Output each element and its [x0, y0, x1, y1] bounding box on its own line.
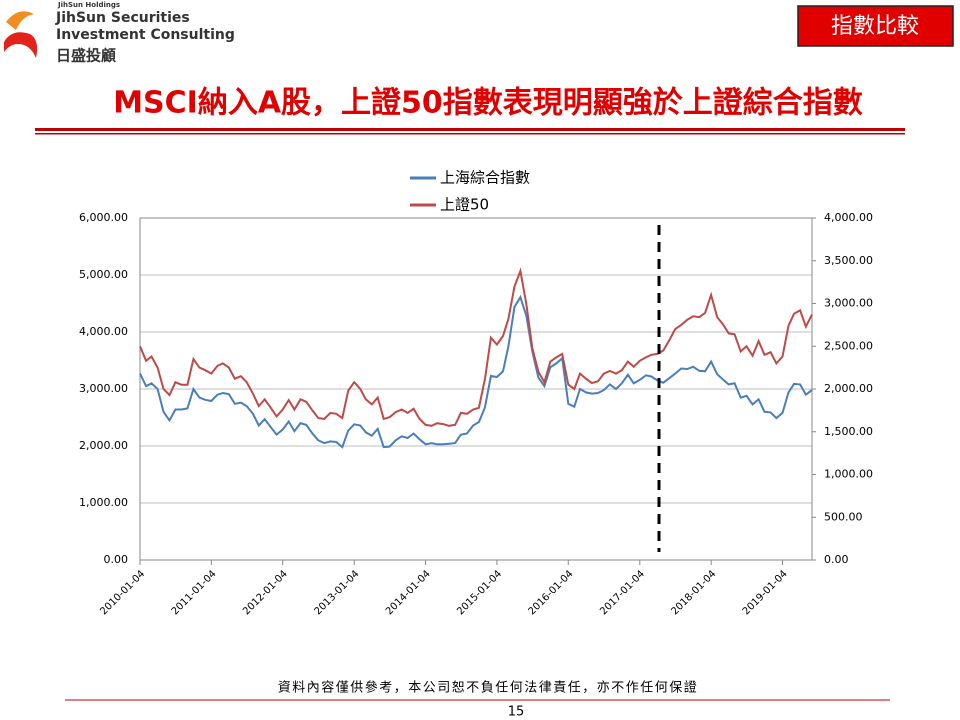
y2-tick-label: 3,000.00 — [824, 297, 873, 310]
y-tick-label: 1,000.00 — [79, 496, 128, 509]
logo-mark-bottom — [4, 32, 38, 58]
legend-label: 上證50 — [440, 196, 489, 214]
chart: 0.00 1,000.00 2,000.00 3,000.00 4,000.00 5,00… — [79, 169, 873, 618]
x-tick-label: 2018-01-04 — [670, 568, 719, 617]
series-line — [139, 267, 813, 427]
page-number: 15 — [508, 705, 525, 720]
y2-tick-label: 3,500.00 — [824, 254, 873, 267]
logo-cn: 日盛投顧 — [56, 47, 116, 65]
y-tick-label: 4,000.00 — [79, 325, 128, 338]
x-tick-label: 2016-01-04 — [527, 568, 576, 617]
badge — [797, 5, 954, 47]
y-tick-label: 5,000.00 — [79, 268, 128, 281]
title-rule — [35, 128, 905, 131]
x-tick-label: 2015-01-04 — [455, 568, 504, 617]
x-tick-label: 2011-01-04 — [170, 568, 219, 617]
logo-line1: JihSun Securities — [55, 10, 190, 26]
logo: JihSun Holdings JihSun Securities Invest… — [4, 1, 235, 65]
badge-text: 指數比較 — [831, 14, 919, 39]
y-tick-label: 0.00 — [104, 553, 129, 566]
legend-label: 上海綜合指數 — [440, 169, 530, 187]
y2-tick-label: 4,000.00 — [824, 211, 873, 224]
logo-line2: Investment Consulting — [56, 27, 235, 43]
y-tick-label: 3,000.00 — [79, 382, 128, 395]
y2-tick-label: 1,000.00 — [824, 468, 873, 481]
y2-tick-label: 2,500.00 — [824, 339, 873, 352]
logo-small: JihSun Holdings — [57, 1, 120, 9]
title-rule-thin — [35, 133, 905, 135]
plot-frame — [139, 217, 813, 561]
y-tick-label: 6,000.00 — [79, 211, 128, 224]
y-tick-label: 2,000.00 — [79, 439, 128, 452]
y2-tick-label: 0.00 — [824, 553, 849, 566]
x-tick-label: 2019-01-04 — [741, 568, 790, 617]
series-line — [139, 294, 813, 449]
logo-mark-top — [6, 11, 34, 31]
x-tick-label: 2014-01-04 — [384, 568, 433, 617]
x-tick-label: 2017-01-04 — [598, 568, 647, 617]
slide-title: MSCI納入A股，上證50指數表現明顯強於上證綜合指數 — [113, 86, 863, 121]
x-tick-label: 2010-01-04 — [98, 568, 147, 617]
y2-tick-label: 1,500.00 — [824, 425, 873, 438]
disclaimer: 資料內容僅供參考，本公司恕不負任何法律責任，亦不作任何保證 — [278, 680, 699, 696]
y2-tick-label: 500.00 — [824, 510, 863, 523]
y2-tick-label: 2,000.00 — [824, 382, 873, 395]
x-tick-label: 2013-01-04 — [313, 568, 362, 617]
x-tick-label: 2012-01-04 — [241, 568, 290, 617]
